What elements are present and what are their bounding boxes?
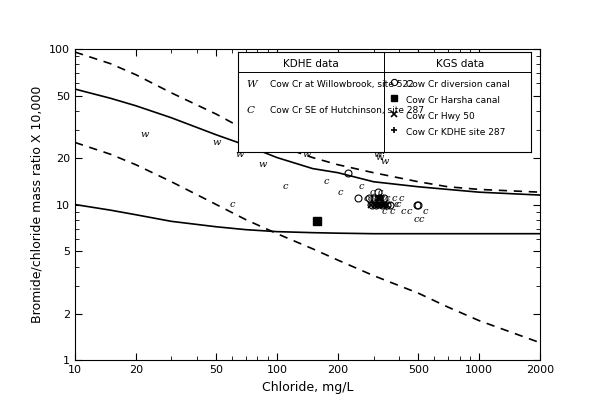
Text: w: w <box>212 138 220 147</box>
Text: w: w <box>371 144 379 153</box>
Text: w: w <box>358 130 367 139</box>
Text: w: w <box>348 121 356 130</box>
Text: w: w <box>338 124 346 132</box>
Text: c: c <box>389 207 395 216</box>
Text: C: C <box>247 106 254 115</box>
Text: c: c <box>382 207 387 216</box>
Text: c: c <box>414 215 419 224</box>
Text: w: w <box>336 130 344 139</box>
Text: c: c <box>372 200 378 209</box>
Text: c: c <box>366 200 372 209</box>
Text: c: c <box>376 194 382 202</box>
Text: w: w <box>319 141 328 150</box>
Text: w: w <box>140 130 148 139</box>
Text: c: c <box>380 200 386 209</box>
Text: w: w <box>374 150 382 159</box>
Text: w: w <box>259 160 267 169</box>
Text: w: w <box>350 124 358 132</box>
Text: c: c <box>337 188 343 197</box>
Text: c: c <box>369 188 375 197</box>
Text: w: w <box>360 138 368 147</box>
Text: c: c <box>398 194 404 202</box>
Text: c: c <box>378 188 383 197</box>
Text: c: c <box>371 194 376 202</box>
Text: w: w <box>332 126 340 134</box>
Text: c: c <box>283 182 288 191</box>
Text: c: c <box>396 200 401 209</box>
Text: KGS data: KGS data <box>436 59 485 69</box>
Text: w: w <box>327 133 335 142</box>
Text: c: c <box>419 215 425 224</box>
X-axis label: Chloride, mg/L: Chloride, mg/L <box>262 381 353 394</box>
Text: Cow Cr Hwy 50: Cow Cr Hwy 50 <box>406 112 475 121</box>
Text: w: w <box>235 150 244 159</box>
Text: c: c <box>384 194 390 202</box>
Y-axis label: Bromide/chloride mass ratio X 10,000: Bromide/chloride mass ratio X 10,000 <box>31 86 44 323</box>
Text: Cow Cr KDHE site 287: Cow Cr KDHE site 287 <box>406 128 506 136</box>
Text: w: w <box>367 135 375 144</box>
Text: c: c <box>368 194 373 202</box>
Text: Cow Cr at Willowbrook, site 522: Cow Cr at Willowbrook, site 522 <box>270 80 414 89</box>
Text: w: w <box>363 141 371 150</box>
Text: w: w <box>342 119 350 128</box>
Text: w: w <box>355 133 364 142</box>
Text: c: c <box>230 200 235 209</box>
Text: w: w <box>340 121 349 130</box>
Text: w: w <box>375 153 383 162</box>
Text: c: c <box>358 182 364 191</box>
Text: w: w <box>344 117 352 126</box>
Text: c: c <box>323 177 329 186</box>
Text: KDHE data: KDHE data <box>283 59 339 69</box>
Text: w: w <box>357 135 365 144</box>
Text: Cow Cr SE of Hutchinson, site 287: Cow Cr SE of Hutchinson, site 287 <box>270 106 424 115</box>
Text: c: c <box>363 194 368 202</box>
Text: w: w <box>353 130 362 139</box>
Text: c: c <box>422 207 428 216</box>
Text: c: c <box>391 194 397 202</box>
Text: w: w <box>380 157 389 166</box>
Text: w: w <box>377 147 386 156</box>
Text: w: w <box>302 150 311 159</box>
Text: c: c <box>387 200 392 209</box>
Text: c: c <box>375 200 380 209</box>
Text: c: c <box>406 207 412 216</box>
Text: w: w <box>368 141 376 150</box>
Text: Cow Cr diversion canal: Cow Cr diversion canal <box>406 80 510 89</box>
Text: w: w <box>346 119 355 128</box>
Text: c: c <box>394 200 399 209</box>
Text: c: c <box>400 207 406 216</box>
Text: c: c <box>374 194 379 202</box>
Text: W: W <box>247 80 257 89</box>
Text: w: w <box>352 128 360 137</box>
Text: Cow Cr Harsha canal: Cow Cr Harsha canal <box>406 96 500 104</box>
Text: c: c <box>379 194 385 202</box>
